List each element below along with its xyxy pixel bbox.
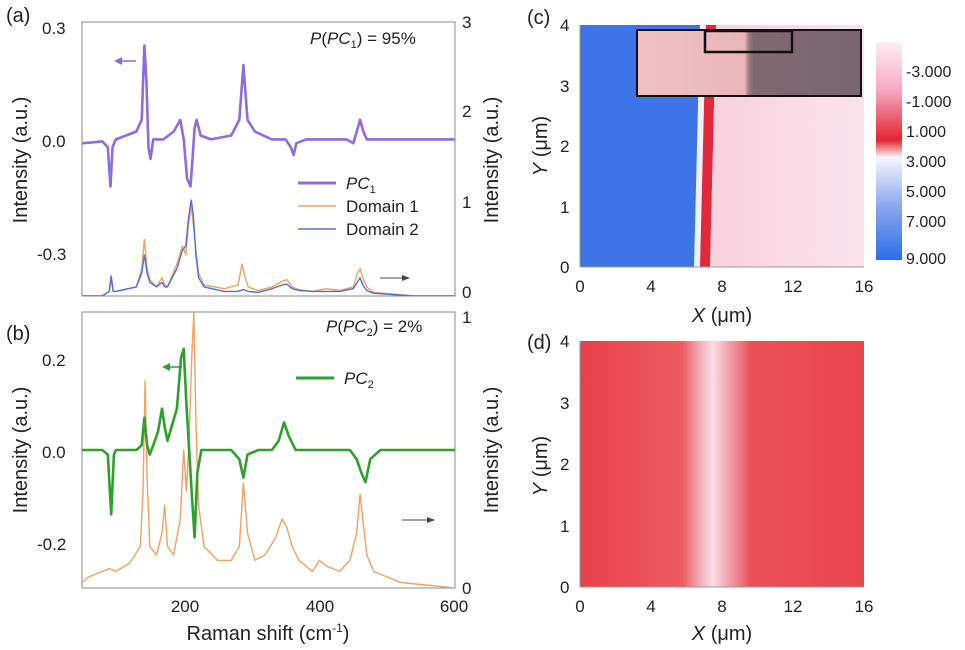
panel-a-frame bbox=[81, 21, 456, 297]
panel-b-series bbox=[82, 312, 455, 588]
inset-zoom-box bbox=[703, 29, 794, 54]
panel-b-xtick-2: 600 bbox=[440, 597, 468, 616]
panel-b-xtick-0: 200 bbox=[171, 597, 199, 616]
panel-b-xtick-1: 400 bbox=[306, 597, 334, 616]
panel-a-y2label: Intensity (a.u.) bbox=[481, 97, 503, 224]
panel-a-ytick-2: -0.3 bbox=[37, 245, 66, 264]
panel-c-ylabel: Y (μm) bbox=[530, 116, 552, 176]
legend-label-domain1: Domain 1 bbox=[346, 197, 419, 216]
panel-d-label: (d) bbox=[527, 332, 551, 354]
panel-b-ytick-1: 0.0 bbox=[42, 443, 66, 462]
legend-label-pc2: PC2 bbox=[344, 369, 374, 391]
panel-d-xtick-0: 0 bbox=[575, 597, 584, 616]
panel-d-ytick-0: 0 bbox=[560, 578, 569, 597]
panel-d-ytick-1: 1 bbox=[560, 517, 569, 536]
panel-c-ytick-2: 2 bbox=[560, 137, 569, 156]
panel-c-ytick-4: 4 bbox=[560, 16, 569, 35]
panel-a: (a) P(PC1) = 95% 0.3 0.0 -0.3 3 2 1 0 In… bbox=[6, 5, 503, 302]
panel-c-ytick-1: 1 bbox=[560, 198, 569, 217]
panel-c: (c) 4 3 2 1 0 0 4 8 12 16 X (μm) Y (μm) … bbox=[527, 7, 951, 327]
panel-a-left-arrow bbox=[114, 57, 136, 65]
legend-label-pc1: PC1 bbox=[346, 174, 376, 196]
panel-a-label: (a) bbox=[6, 5, 30, 27]
panel-b: (b) P(PC2) = 2% 0.2 0.0 -0.2 1 0 200 400… bbox=[6, 308, 503, 645]
panel-c-xtick-2: 8 bbox=[717, 277, 726, 296]
panel-b-xlabel: Raman shift (cm-1) bbox=[187, 621, 350, 645]
panel-b-y2label: Intensity (a.u.) bbox=[481, 387, 503, 514]
colorbar-tick-4: 5.000 bbox=[906, 184, 946, 201]
panel-c-label: (c) bbox=[527, 7, 550, 29]
panel-a-y2tick-0: 3 bbox=[462, 13, 471, 32]
colorbar-tick-6: 9.000 bbox=[906, 251, 946, 268]
panel-b-y2tick-0: 1 bbox=[462, 308, 471, 327]
series-domain-1-line bbox=[82, 205, 455, 296]
panel-d-ytick-2: 2 bbox=[560, 455, 569, 474]
panel-d: (d) 4 3 2 1 0 0 4 8 12 16 X (μm) Y (μm) bbox=[527, 332, 873, 645]
panel-b-annotation: P(PC2) = 2% bbox=[326, 317, 422, 339]
panel-d-xtick-1: 4 bbox=[646, 597, 655, 616]
panel-c-colorbar: -3.000 -1.000 1.000 3.000 5.000 7.000 9.… bbox=[876, 42, 951, 268]
panel-a-ytick-0: 0.3 bbox=[42, 19, 66, 38]
panel-c-ytick-0: 0 bbox=[560, 258, 569, 277]
panel-c-xtick-1: 4 bbox=[646, 277, 655, 296]
panel-d-xtick-2: 8 bbox=[717, 597, 726, 616]
panel-b-legend: PC2 bbox=[296, 369, 374, 391]
series-pc2-line bbox=[82, 347, 455, 539]
colorbar-tick-1: -1.000 bbox=[906, 94, 951, 111]
panel-a-legend: PC1 Domain 1 Domain 2 bbox=[298, 174, 419, 239]
panel-d-ylabel: Y (μm) bbox=[530, 436, 552, 496]
panel-b-ytick-2: -0.2 bbox=[37, 535, 66, 554]
colorbar-tick-3: 3.000 bbox=[906, 154, 946, 171]
panel-c-ytick-3: 3 bbox=[560, 77, 569, 96]
colorbar-tick-5: 7.000 bbox=[906, 214, 946, 231]
panel-a-series bbox=[82, 44, 455, 296]
panel-c-xtick-4: 16 bbox=[855, 277, 874, 296]
panel-a-y2tick-1: 2 bbox=[462, 102, 471, 121]
panel-a-annotation: P(PC1) = 95% bbox=[310, 29, 416, 51]
panel-c-inset-optical-image bbox=[636, 29, 862, 97]
colorbar-tick-2: 1.000 bbox=[906, 124, 946, 141]
panel-b-right-arrow bbox=[402, 517, 435, 523]
panel-d-xlabel: X (μm) bbox=[691, 623, 752, 645]
panel-d-xtick-4: 16 bbox=[855, 597, 874, 616]
panel-d-heatmap bbox=[580, 341, 864, 587]
panel-a-ytick-1: 0.0 bbox=[42, 132, 66, 151]
panel-b-left-arrow bbox=[162, 363, 182, 371]
panel-a-right-arrow bbox=[380, 275, 410, 281]
panel-b-ytick-0: 0.2 bbox=[42, 351, 66, 370]
panel-b-y2tick-1: 0 bbox=[462, 579, 471, 598]
legend-label-domain2: Domain 2 bbox=[346, 220, 419, 239]
panel-a-ylabel: Intensity (a.u.) bbox=[10, 97, 32, 224]
series-pc1-line bbox=[82, 44, 455, 188]
colorbar-gradient bbox=[876, 42, 902, 260]
series-domain-2-line bbox=[82, 199, 455, 296]
panel-d-xtick-3: 12 bbox=[784, 597, 803, 616]
panel-b-label: (b) bbox=[6, 323, 30, 345]
panel-c-xlabel: X (μm) bbox=[691, 305, 752, 327]
series-domain-1-line bbox=[82, 312, 455, 588]
panel-c-xtick-0: 0 bbox=[575, 277, 584, 296]
colorbar-tick-0: -3.000 bbox=[906, 64, 951, 81]
panel-d-ytick-4: 4 bbox=[560, 332, 569, 351]
panel-b-ylabel: Intensity (a.u.) bbox=[10, 387, 32, 514]
panel-a-y2tick-3: 0 bbox=[462, 283, 471, 302]
panel-d-ytick-3: 3 bbox=[560, 394, 569, 413]
panel-a-y2tick-2: 1 bbox=[462, 193, 471, 212]
panel-c-xtick-3: 12 bbox=[784, 277, 803, 296]
